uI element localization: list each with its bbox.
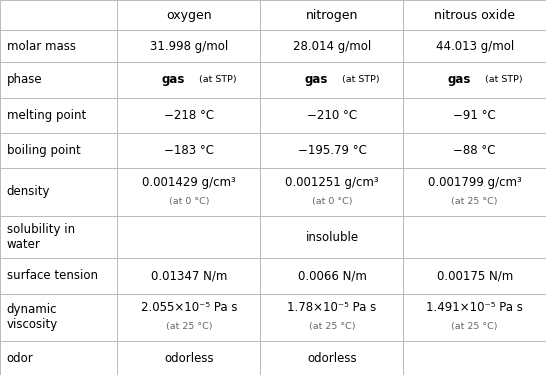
Text: nitrogen: nitrogen: [306, 9, 358, 21]
Bar: [260, 294, 403, 341]
Text: (at 0 °C): (at 0 °C): [169, 197, 209, 206]
Bar: [260, 62, 403, 98]
Bar: [117, 258, 260, 294]
Text: gas: gas: [305, 74, 328, 86]
Text: 0.01347 N/m: 0.01347 N/m: [151, 269, 227, 282]
Text: 44.013 g/mol: 44.013 g/mol: [436, 40, 514, 53]
Text: solubility in
water: solubility in water: [7, 223, 75, 251]
Text: (at 25 °C): (at 25 °C): [165, 322, 212, 332]
Bar: [260, 0, 403, 30]
Text: (at 25 °C): (at 25 °C): [308, 322, 355, 332]
Text: gas: gas: [162, 74, 185, 86]
Bar: [403, 98, 546, 133]
Bar: [403, 168, 546, 216]
Text: oxygen: oxygen: [166, 9, 212, 21]
Text: phase: phase: [7, 74, 42, 86]
Bar: [403, 216, 546, 258]
Text: odorless: odorless: [307, 352, 357, 364]
Bar: [260, 133, 403, 168]
Bar: [0, 30, 117, 62]
Text: −195.79 °C: −195.79 °C: [298, 144, 366, 157]
Text: 1.78×10⁻⁵ Pa s: 1.78×10⁻⁵ Pa s: [287, 302, 377, 314]
Bar: [117, 98, 260, 133]
Text: −183 °C: −183 °C: [164, 144, 214, 157]
Text: (at STP): (at STP): [485, 75, 522, 84]
Bar: [403, 0, 546, 30]
Bar: [117, 0, 260, 30]
Bar: [117, 341, 260, 375]
Text: 2.055×10⁻⁵ Pa s: 2.055×10⁻⁵ Pa s: [141, 302, 237, 314]
Text: (at STP): (at STP): [342, 75, 379, 84]
Bar: [0, 0, 117, 30]
Bar: [0, 258, 117, 294]
Bar: [117, 30, 260, 62]
Text: −218 °C: −218 °C: [164, 109, 214, 122]
Bar: [0, 294, 117, 341]
Text: 0.001429 g/cm³: 0.001429 g/cm³: [142, 176, 236, 189]
Text: (at 25 °C): (at 25 °C): [452, 197, 498, 206]
Text: gas: gas: [448, 74, 471, 86]
Text: nitrous oxide: nitrous oxide: [434, 9, 515, 21]
Bar: [117, 133, 260, 168]
Bar: [403, 62, 546, 98]
Bar: [260, 341, 403, 375]
Text: 0.001251 g/cm³: 0.001251 g/cm³: [285, 176, 379, 189]
Bar: [0, 216, 117, 258]
Text: −88 °C: −88 °C: [454, 144, 496, 157]
Bar: [260, 30, 403, 62]
Bar: [260, 216, 403, 258]
Text: −91 °C: −91 °C: [453, 109, 496, 122]
Bar: [0, 168, 117, 216]
Text: (at 25 °C): (at 25 °C): [452, 322, 498, 332]
Bar: [403, 133, 546, 168]
Text: 28.014 g/mol: 28.014 g/mol: [293, 40, 371, 53]
Bar: [117, 62, 260, 98]
Bar: [0, 62, 117, 98]
Text: (at 0 °C): (at 0 °C): [312, 197, 352, 206]
Text: odor: odor: [7, 352, 33, 364]
Text: molar mass: molar mass: [7, 40, 75, 53]
Text: 0.0066 N/m: 0.0066 N/m: [298, 269, 366, 282]
Text: density: density: [7, 185, 50, 198]
Bar: [403, 341, 546, 375]
Text: (at STP): (at STP): [199, 75, 236, 84]
Bar: [117, 216, 260, 258]
Bar: [0, 98, 117, 133]
Text: insoluble: insoluble: [305, 231, 359, 243]
Text: 0.00175 N/m: 0.00175 N/m: [437, 269, 513, 282]
Bar: [403, 258, 546, 294]
Text: 31.998 g/mol: 31.998 g/mol: [150, 40, 228, 53]
Bar: [403, 30, 546, 62]
Text: 1.491×10⁻⁵ Pa s: 1.491×10⁻⁵ Pa s: [426, 302, 523, 314]
Bar: [260, 98, 403, 133]
Text: −210 °C: −210 °C: [307, 109, 357, 122]
Text: 0.001799 g/cm³: 0.001799 g/cm³: [428, 176, 521, 189]
Text: boiling point: boiling point: [7, 144, 80, 157]
Text: dynamic
viscosity: dynamic viscosity: [7, 303, 58, 332]
Bar: [0, 341, 117, 375]
Bar: [260, 258, 403, 294]
Bar: [117, 294, 260, 341]
Bar: [117, 168, 260, 216]
Text: surface tension: surface tension: [7, 269, 98, 282]
Bar: [0, 133, 117, 168]
Text: melting point: melting point: [7, 109, 86, 122]
Text: odorless: odorless: [164, 352, 213, 364]
Bar: [403, 294, 546, 341]
Bar: [260, 168, 403, 216]
